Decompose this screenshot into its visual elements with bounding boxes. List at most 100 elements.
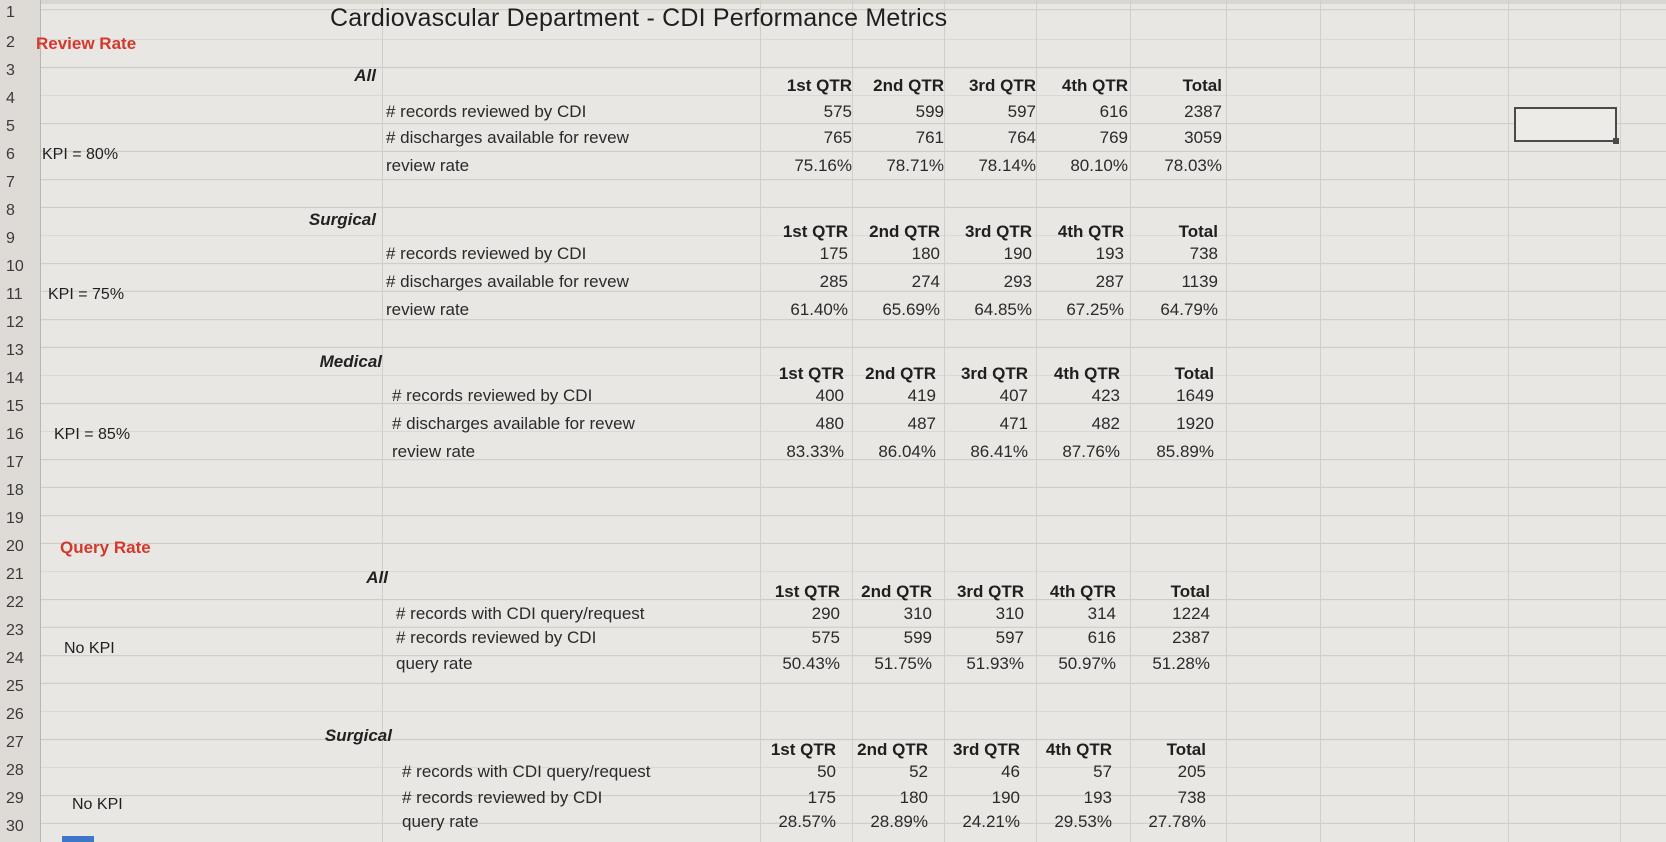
metric-value[interactable]: 87.76% [1062, 442, 1120, 461]
quarter-header[interactable]: 3rd QTR [964, 222, 1032, 241]
metric-value[interactable]: 80.10% [1070, 156, 1128, 175]
metric-value[interactable]: 310 [903, 604, 932, 623]
metric-value[interactable]: 1920 [1176, 414, 1214, 433]
metric-value[interactable]: 175 [807, 788, 836, 807]
quarter-header[interactable]: Total [1178, 222, 1218, 241]
metric-value[interactable]: 50 [817, 762, 836, 781]
metric-label[interactable]: review rate [386, 156, 470, 175]
metric-value[interactable]: 78.71% [886, 156, 944, 175]
kpi-label[interactable]: KPI = 85% [54, 426, 131, 443]
row-number[interactable]: 8 [6, 202, 15, 219]
quarter-header[interactable]: 4th QTR [1057, 222, 1124, 241]
metric-value[interactable]: 193 [1083, 788, 1112, 807]
metric-value[interactable]: 2387 [1184, 102, 1222, 121]
metric-value[interactable]: 75.16% [794, 156, 852, 175]
metric-value[interactable]: 205 [1177, 762, 1206, 781]
quarter-header[interactable]: Total [1170, 582, 1210, 601]
metric-label[interactable]: # records reviewed by CDI [392, 386, 593, 405]
row-number[interactable]: 22 [6, 594, 24, 611]
row-number[interactable]: 16 [6, 426, 24, 443]
quarter-header[interactable]: 1st QTR [770, 740, 836, 759]
metric-label[interactable]: # records reviewed by CDI [386, 102, 587, 121]
metric-label[interactable]: # records with CDI query/request [402, 762, 651, 781]
metric-value[interactable]: 310 [995, 604, 1024, 623]
row-number[interactable]: 23 [6, 622, 24, 639]
row-number[interactable]: 24 [6, 650, 24, 667]
metric-value[interactable]: 64.79% [1160, 300, 1218, 319]
metric-value[interactable]: 51.28% [1152, 654, 1210, 673]
metric-value[interactable]: 764 [1007, 128, 1036, 147]
row-number[interactable]: 14 [6, 370, 24, 387]
row-number[interactable]: 4 [6, 90, 15, 107]
metric-value[interactable]: 2387 [1172, 628, 1210, 647]
metric-value[interactable]: 67.25% [1066, 300, 1124, 319]
metric-value[interactable]: 599 [915, 102, 944, 121]
row-number[interactable]: 12 [6, 314, 24, 331]
metric-value[interactable]: 487 [907, 414, 936, 433]
metric-value[interactable]: 46 [1001, 762, 1020, 781]
row-number[interactable]: 19 [6, 510, 24, 527]
metric-value[interactable]: 78.03% [1164, 156, 1222, 175]
metric-label[interactable]: # records reviewed by CDI [386, 244, 587, 263]
group-label[interactable]: All [366, 568, 388, 587]
metric-value[interactable]: 471 [999, 414, 1028, 433]
group-label[interactable]: Surgical [308, 210, 376, 229]
quarter-header[interactable]: 2nd QTR [869, 222, 940, 241]
row-number[interactable]: 25 [6, 678, 24, 695]
row-number[interactable]: 3 [6, 62, 15, 79]
metric-value[interactable]: 64.85% [974, 300, 1032, 319]
quarter-header[interactable]: 1st QTR [778, 364, 844, 383]
quarter-header[interactable]: 4th QTR [1053, 364, 1120, 383]
quarter-header[interactable]: 1st QTR [782, 222, 848, 241]
metric-label[interactable]: review rate [386, 300, 470, 319]
quarter-header[interactable]: 4th QTR [1061, 76, 1128, 95]
row-number[interactable]: 9 [6, 230, 15, 247]
row-number[interactable]: 21 [6, 566, 24, 583]
quarter-header[interactable]: 3rd QTR [956, 582, 1024, 601]
metric-value[interactable]: 3059 [1184, 128, 1222, 147]
quarter-header[interactable]: 2nd QTR [857, 740, 928, 759]
metric-value[interactable]: 738 [1189, 244, 1218, 263]
kpi-label[interactable]: KPI = 80% [42, 146, 119, 163]
metric-value[interactable]: 761 [915, 128, 944, 147]
metric-value[interactable]: 293 [1003, 272, 1032, 291]
metric-value[interactable]: 599 [903, 628, 932, 647]
metric-value[interactable]: 597 [1007, 102, 1036, 121]
metric-value[interactable]: 86.41% [970, 442, 1028, 461]
quarter-header[interactable]: 3rd QTR [960, 364, 1028, 383]
metric-value[interactable]: 27.78% [1148, 812, 1206, 831]
metric-value[interactable]: 616 [1099, 102, 1128, 121]
quarter-header[interactable]: 4th QTR [1049, 582, 1116, 601]
metric-value[interactable]: 85.89% [1156, 442, 1214, 461]
metric-value[interactable]: 193 [1095, 244, 1124, 263]
metric-value[interactable]: 1649 [1176, 386, 1214, 405]
metric-value[interactable]: 61.40% [790, 300, 848, 319]
metric-value[interactable]: 616 [1087, 628, 1116, 647]
quarter-header[interactable]: 2nd QTR [873, 76, 944, 95]
metric-label[interactable]: # discharges available for revew [386, 272, 629, 291]
metric-value[interactable]: 50.43% [782, 654, 840, 673]
quarter-header[interactable]: Total [1166, 740, 1206, 759]
metric-value[interactable]: 78.14% [978, 156, 1036, 175]
row-number[interactable]: 10 [6, 258, 24, 275]
metric-value[interactable]: 51.93% [966, 654, 1024, 673]
row-number[interactable]: 28 [6, 762, 24, 779]
metric-value[interactable]: 400 [815, 386, 844, 405]
row-number[interactable]: 15 [6, 398, 24, 415]
quarter-header[interactable]: 3rd QTR [968, 76, 1036, 95]
metric-value[interactable]: 575 [811, 628, 840, 647]
row-number[interactable]: 2 [6, 34, 15, 51]
metric-value[interactable]: 51.75% [874, 654, 932, 673]
metric-label[interactable]: # records with CDI query/request [396, 604, 645, 623]
row-number[interactable]: 1 [6, 4, 15, 21]
quarter-header[interactable]: 2nd QTR [865, 364, 936, 383]
row-number[interactable]: 29 [6, 790, 24, 807]
metric-value[interactable]: 180 [899, 788, 928, 807]
row-number[interactable]: 27 [6, 734, 24, 751]
metric-value[interactable]: 28.89% [870, 812, 928, 831]
row-number[interactable]: 30 [6, 818, 24, 835]
group-label[interactable]: All [354, 66, 376, 85]
metric-value[interactable]: 190 [991, 788, 1020, 807]
metric-label[interactable]: query rate [396, 654, 473, 673]
metric-value[interactable]: 769 [1099, 128, 1128, 147]
